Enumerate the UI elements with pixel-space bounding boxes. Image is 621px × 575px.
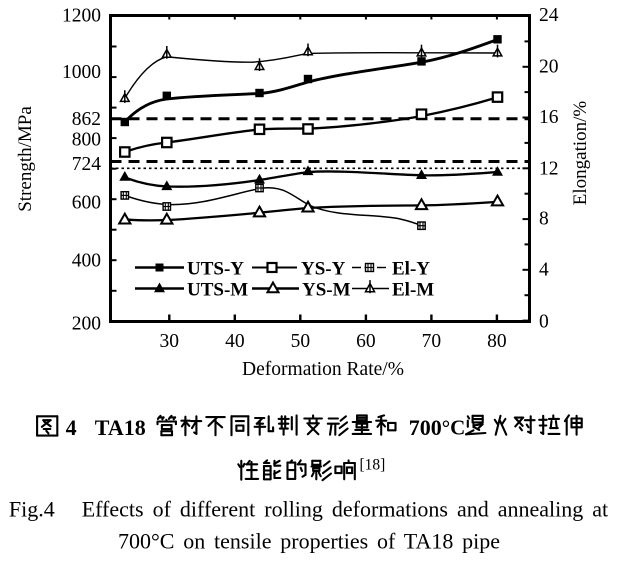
svg-text:200: 200 bbox=[72, 314, 101, 335]
svg-text:700: 700 bbox=[409, 415, 442, 440]
svg-text:400: 400 bbox=[72, 251, 101, 272]
svg-text:16: 16 bbox=[539, 107, 559, 128]
svg-text:70: 70 bbox=[422, 331, 442, 352]
svg-text:YS-M: YS-M bbox=[302, 280, 351, 301]
svg-text:Deformation Rate/%: Deformation Rate/% bbox=[242, 359, 404, 380]
svg-text:8: 8 bbox=[539, 209, 549, 230]
svg-text:0: 0 bbox=[539, 312, 549, 333]
svg-text:24: 24 bbox=[539, 5, 559, 26]
svg-text:80: 80 bbox=[487, 331, 507, 352]
svg-text:4: 4 bbox=[66, 415, 77, 440]
svg-text:TA18: TA18 bbox=[95, 415, 146, 440]
svg-text:12: 12 bbox=[539, 159, 559, 180]
svg-text:UTS-M: UTS-M bbox=[187, 280, 248, 301]
svg-text:800: 800 bbox=[72, 130, 101, 151]
svg-text:50: 50 bbox=[291, 331, 311, 352]
svg-text:30: 30 bbox=[160, 331, 180, 352]
svg-text:60: 60 bbox=[356, 331, 376, 352]
svg-text:Strength/MPa: Strength/MPa bbox=[15, 106, 36, 212]
svg-text:700°C on tensile properties of: 700°C on tensile properties of TA18 pipe bbox=[118, 529, 500, 554]
svg-text:UTS-Y: UTS-Y bbox=[187, 259, 244, 280]
svg-text:Fig.4 Effects of different r: Fig.4 Effects of different rolling defor… bbox=[9, 497, 608, 522]
svg-text:724: 724 bbox=[72, 154, 102, 175]
svg-text:1200: 1200 bbox=[62, 6, 101, 27]
svg-text:600: 600 bbox=[72, 193, 101, 214]
svg-text:[18]: [18] bbox=[360, 457, 386, 474]
svg-text:1000: 1000 bbox=[62, 62, 101, 83]
svg-text:°C: °C bbox=[442, 416, 466, 440]
svg-text:40: 40 bbox=[225, 331, 245, 352]
svg-text:20: 20 bbox=[539, 57, 559, 78]
svg-text:YS-Y: YS-Y bbox=[301, 259, 346, 280]
svg-text:El-M: El-M bbox=[392, 280, 434, 301]
svg-text:4: 4 bbox=[539, 260, 549, 281]
svg-text:Elongation/%: Elongation/% bbox=[570, 101, 591, 206]
svg-text:El-Y: El-Y bbox=[392, 259, 430, 280]
svg-text:862: 862 bbox=[72, 109, 101, 130]
